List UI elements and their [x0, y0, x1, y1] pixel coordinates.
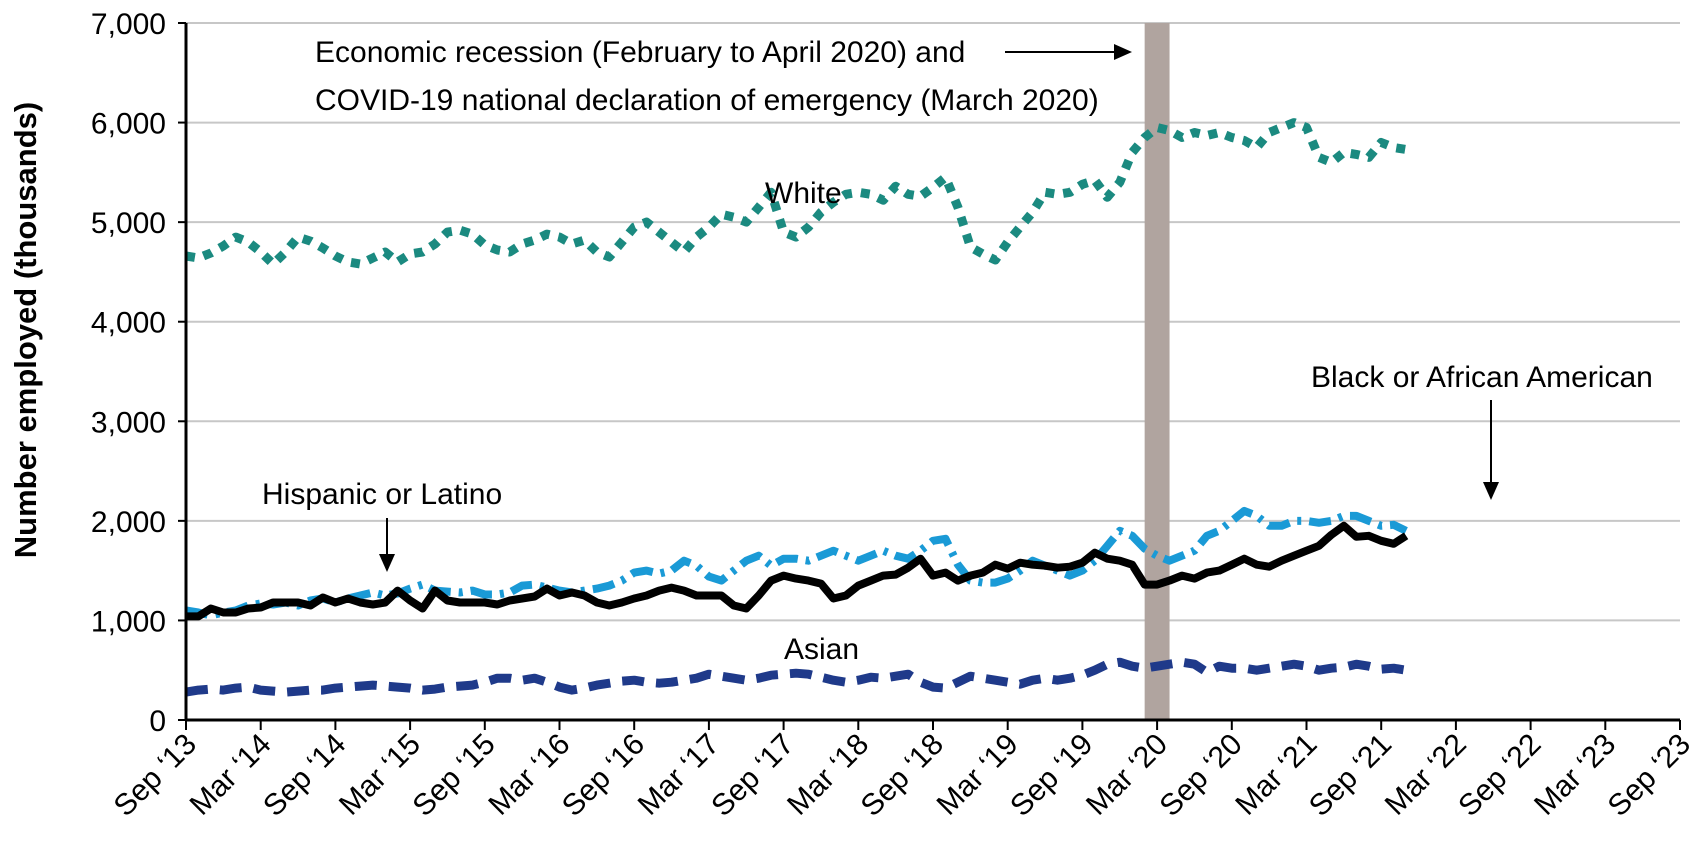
x-tick-label: Mar ‘22	[1379, 728, 1473, 822]
y-tick-label: 5,000	[91, 207, 166, 240]
x-tick-label: Sep ‘20	[1153, 728, 1248, 823]
white-series-label: White	[765, 177, 842, 210]
y-tick-label: 2,000	[91, 506, 166, 539]
x-tick-label: Mar ‘15	[333, 728, 427, 822]
black-series-label: Black or African American	[1311, 361, 1653, 394]
x-tick-label: Sep ‘23	[1602, 728, 1697, 823]
series-lines	[185, 118, 1409, 697]
recession-annotation-line1: Economic recession (February to April 20…	[315, 36, 965, 69]
x-tick-label: Sep ‘17	[705, 728, 800, 823]
x-tick-label: Mar ‘17	[632, 728, 726, 822]
series-line-white	[185, 118, 1407, 269]
series-line-asian	[185, 657, 1407, 697]
x-tick-label: Sep ‘22	[1452, 728, 1547, 823]
x-tick-label: Mar ‘20	[1080, 728, 1174, 822]
y-tick-label: 0	[149, 705, 166, 738]
black-arrow	[1483, 400, 1499, 500]
x-tick-label: Sep ‘19	[1004, 728, 1099, 823]
x-tick-label: Mar ‘16	[482, 728, 576, 822]
x-tick-label: Mar ‘14	[184, 728, 278, 822]
axes	[178, 22, 1681, 730]
x-tick-label: Mar ‘21	[1229, 728, 1323, 822]
y-tick-label: 4,000	[91, 307, 166, 340]
y-axis-title: Number employed (thousands)	[8, 102, 43, 558]
x-tick-label: Sep ‘16	[556, 728, 651, 823]
x-tick-label: Mar ‘18	[781, 728, 875, 822]
hispanic-series-label: Hispanic or Latino	[262, 478, 502, 511]
series-line-hispanic-or-latino	[185, 506, 1408, 620]
y-tick-label: 7,000	[91, 8, 166, 41]
gridlines	[186, 22, 1680, 622]
x-tick-label: Sep ‘21	[1303, 728, 1398, 823]
y-tick-label: 6,000	[91, 108, 166, 141]
recession-annotation-line2: COVID-19 national declaration of emergen…	[315, 84, 1099, 117]
asian-series-label: Asian	[784, 633, 859, 666]
x-tick-label: Sep ‘13	[108, 728, 203, 823]
x-tick-label: Sep ‘18	[855, 728, 950, 823]
x-tick-label: Mar ‘19	[931, 728, 1025, 822]
x-tick-label: Mar ‘23	[1528, 728, 1622, 822]
y-tick-labels: 0 1,000 2,000 3,000 4,000 5,000 6,000 7,000	[91, 8, 166, 738]
x-tick-label: Sep ‘14	[257, 728, 352, 823]
y-tick-label: 1,000	[91, 605, 166, 638]
y-tick-label: 3,000	[91, 406, 166, 439]
recession-arrow	[1005, 44, 1132, 60]
x-tick-label: Sep ‘15	[406, 728, 501, 823]
series-line-black-or-african-american	[186, 521, 1409, 621]
hispanic-arrow	[379, 518, 395, 572]
